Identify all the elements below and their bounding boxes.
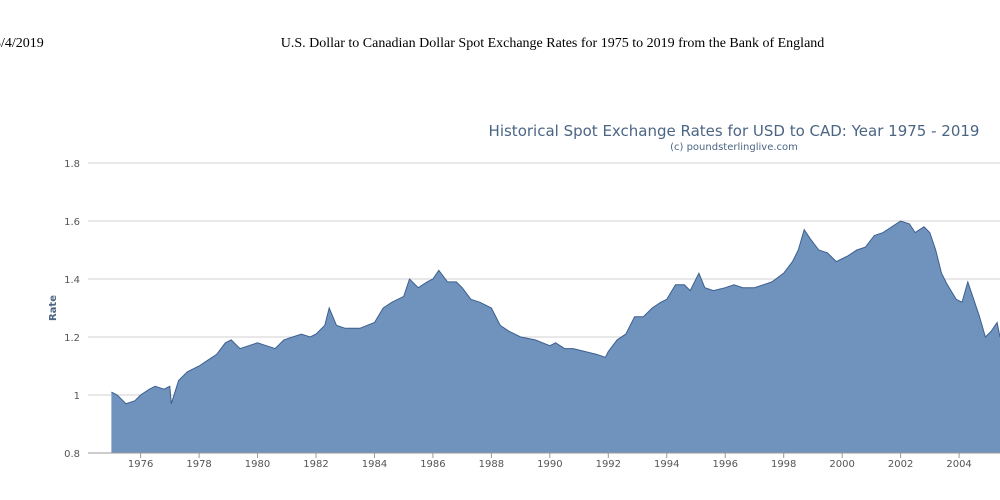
chart-subtitle: (c) poundsterlinglive.com <box>670 142 798 153</box>
x-tick-label: 2004 <box>946 459 971 470</box>
x-tick-label: 1978 <box>186 459 211 470</box>
x-axis-ticks: 1976 1978 1980 1982 1984 1986 1988 1990 1992 1994… <box>128 453 972 470</box>
x-tick-label: 2002 <box>888 459 913 470</box>
x-tick-label: 1990 <box>537 459 562 470</box>
x-tick-label: 1980 <box>245 459 270 470</box>
area-series <box>111 220 1000 453</box>
x-tick-label: 1976 <box>128 459 153 470</box>
series-line <box>111 220 1000 405</box>
y-axis-ticks: 0.8 1 1.2 1.4 1.6 1.8 <box>64 159 80 460</box>
x-tick-label: 1992 <box>596 459 621 470</box>
x-tick-label: 1998 <box>771 459 796 470</box>
x-tick-label: 1984 <box>362 459 387 470</box>
x-tick-label: 2000 <box>829 459 854 470</box>
x-tick-label: 1996 <box>713 459 738 470</box>
area-fill <box>111 221 1000 453</box>
y-tick-label: 0.8 <box>64 449 80 460</box>
y-tick-label: 1.6 <box>64 217 80 228</box>
y-axis-label: Rate <box>48 295 59 321</box>
chart-title: Historical Spot Exchange Rates for USD t… <box>489 122 980 140</box>
y-tick-label: 1.4 <box>64 275 80 286</box>
y-tick-label: 1 <box>74 391 80 402</box>
print-date: 3/4/2019 <box>0 36 44 51</box>
y-tick-label: 1.2 <box>64 333 80 344</box>
x-tick-label: 1986 <box>420 459 445 470</box>
x-tick-label: 1988 <box>479 459 504 470</box>
x-tick-label: 1982 <box>303 459 328 470</box>
y-tick-label: 1.8 <box>64 159 80 170</box>
x-tick-label: 1994 <box>654 459 679 470</box>
print-title: U.S. Dollar to Canadian Dollar Spot Exch… <box>280 36 825 51</box>
